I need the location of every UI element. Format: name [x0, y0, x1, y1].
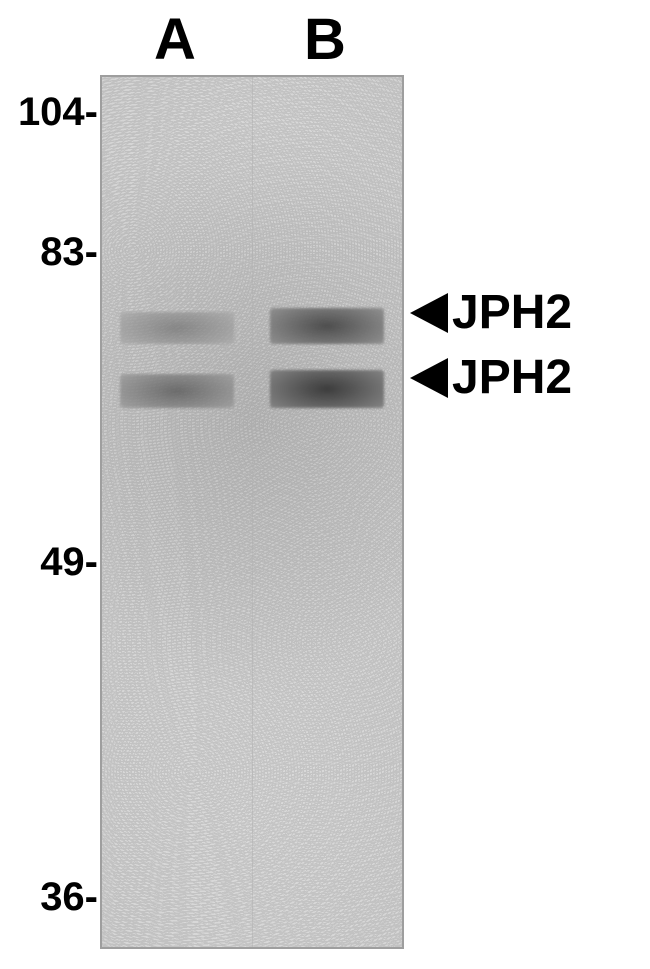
arrow-left-icon [410, 293, 448, 333]
band [120, 312, 234, 344]
mw-marker: 36- [40, 875, 98, 920]
arrow-left-icon [410, 358, 448, 398]
mw-marker: 104- [18, 90, 98, 135]
annotation-label: JPH2 [452, 285, 572, 340]
band [120, 374, 234, 408]
band [270, 370, 384, 408]
lane-label-a: A [105, 6, 245, 73]
band [270, 308, 384, 344]
mw-marker: 83- [40, 230, 98, 275]
band-annotation: JPH2 [410, 350, 572, 405]
band-annotation: JPH2 [410, 285, 572, 340]
mw-marker: 49- [40, 540, 98, 585]
blot-membrane [100, 75, 404, 949]
lane-label-b: B [255, 6, 395, 73]
figure-canvas: A B 104- 83- 49- 36- JPH2 JPH2 [0, 0, 650, 969]
lane-divider [252, 77, 253, 947]
annotation-label: JPH2 [452, 350, 572, 405]
